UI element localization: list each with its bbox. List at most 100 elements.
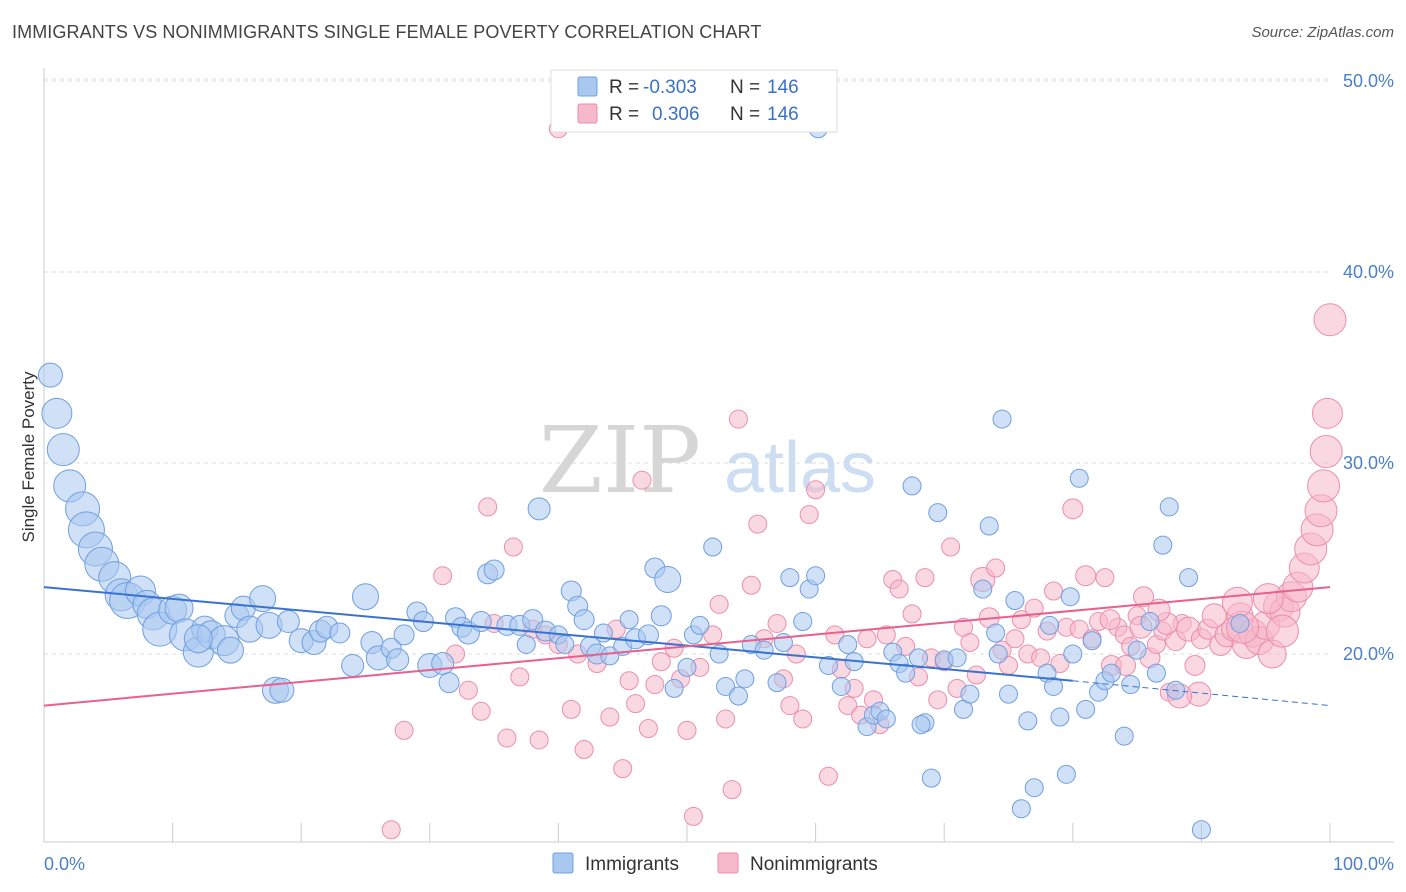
data-point — [703, 537, 723, 557]
data-point — [716, 709, 736, 729]
grid-lines — [44, 78, 1330, 655]
data-point — [386, 648, 410, 672]
data-point — [478, 497, 498, 517]
data-point — [1005, 591, 1025, 611]
data-point — [1265, 614, 1299, 648]
data-point — [637, 624, 659, 646]
data-point — [806, 566, 826, 586]
data-point — [352, 583, 379, 611]
data-point — [960, 633, 980, 653]
data-point — [619, 610, 639, 630]
legend-r-value-immigrants: -0.303 — [643, 77, 697, 98]
data-point — [1050, 707, 1070, 727]
data-point — [183, 624, 213, 654]
data-point — [716, 676, 736, 696]
trend-line-immigrants-extrapolated — [1072, 680, 1331, 707]
data-point — [1307, 469, 1341, 503]
trend-line-nonimmigrants — [43, 586, 1331, 707]
data-point — [41, 397, 73, 429]
bottom-legend-label-immigrants: Immigrants — [585, 854, 679, 875]
legend-n-label-immigrants: N = — [730, 77, 760, 98]
data-point — [876, 709, 896, 729]
legend-swatch-nonimmigrants — [577, 103, 598, 124]
data-point — [1063, 644, 1083, 664]
data-point — [902, 476, 922, 496]
data-point — [1121, 675, 1141, 695]
data-point — [1252, 583, 1284, 615]
data-point — [600, 707, 620, 727]
y-axis-label: Single Female Poverty — [19, 371, 38, 543]
data-point — [831, 676, 851, 696]
data-point — [458, 680, 478, 700]
legend-r-label-nonimmigrants: R = — [609, 104, 639, 125]
immigrants-points — [37, 119, 1250, 840]
source-label: Source: ZipAtlas.com — [1251, 24, 1394, 41]
data-point — [1159, 497, 1179, 517]
legend-n-value-immigrants: 146 — [767, 77, 799, 98]
data-point — [793, 709, 813, 729]
watermark-atlas: atlas — [724, 428, 876, 508]
data-point — [1140, 612, 1160, 632]
data-point — [1146, 663, 1166, 683]
data-point — [600, 646, 620, 666]
data-point — [960, 684, 980, 704]
data-point — [561, 699, 581, 719]
y-tick-label: 20.0% — [1343, 644, 1394, 664]
data-point — [431, 652, 455, 676]
data-point — [793, 612, 813, 632]
data-point — [1133, 586, 1155, 608]
data-point — [1230, 613, 1250, 633]
data-point — [1082, 631, 1102, 651]
data-point — [825, 625, 845, 645]
data-point — [1101, 663, 1121, 683]
data-point — [216, 636, 244, 664]
data-point — [928, 690, 948, 710]
data-point — [683, 806, 703, 826]
data-point — [503, 537, 523, 557]
data-point — [645, 675, 665, 695]
data-point — [986, 558, 1006, 578]
data-point — [1062, 498, 1084, 520]
data-point — [818, 655, 838, 675]
data-point — [1005, 629, 1025, 649]
data-point — [650, 605, 672, 627]
data-point — [767, 613, 787, 633]
data-point — [573, 609, 595, 631]
data-point — [986, 623, 1006, 643]
data-point — [908, 648, 928, 668]
data-point — [483, 559, 505, 581]
data-point — [1011, 799, 1031, 819]
data-point — [1069, 619, 1089, 639]
data-point — [394, 720, 414, 740]
data-point — [516, 634, 536, 654]
data-point — [1044, 581, 1064, 601]
x-tick-label-max: 100.0% — [1333, 854, 1394, 874]
data-point — [1191, 820, 1211, 840]
data-point — [947, 648, 967, 668]
data-point — [889, 579, 909, 599]
data-point — [632, 470, 652, 490]
data-point — [915, 568, 935, 588]
legend-swatch-immigrants — [577, 76, 598, 97]
data-point — [529, 730, 549, 750]
data-point — [979, 516, 999, 536]
data-point — [973, 579, 993, 599]
chart-title: IMMIGRANTS VS NONIMMIGRANTS SINGLE FEMAL… — [12, 22, 762, 42]
data-point — [393, 624, 415, 646]
bottom-legend-swatch-immigrants — [552, 852, 574, 874]
y-tick-label: 30.0% — [1343, 453, 1394, 473]
y-tick-labels: 20.0% 30.0% 40.0% 50.0% — [1343, 71, 1394, 664]
data-point — [1056, 764, 1076, 784]
bottom-legend-swatch-nonimmigrants — [717, 852, 739, 874]
y-tick-label: 40.0% — [1343, 262, 1394, 282]
data-point — [1076, 699, 1096, 719]
data-point — [690, 615, 710, 635]
data-point — [754, 640, 774, 660]
data-point — [1018, 711, 1038, 731]
data-point — [438, 672, 460, 694]
data-point — [988, 644, 1008, 664]
data-point — [780, 696, 800, 716]
legend-r-label-immigrants: R = — [609, 77, 639, 98]
data-point — [1184, 654, 1206, 676]
data-point — [651, 652, 671, 672]
